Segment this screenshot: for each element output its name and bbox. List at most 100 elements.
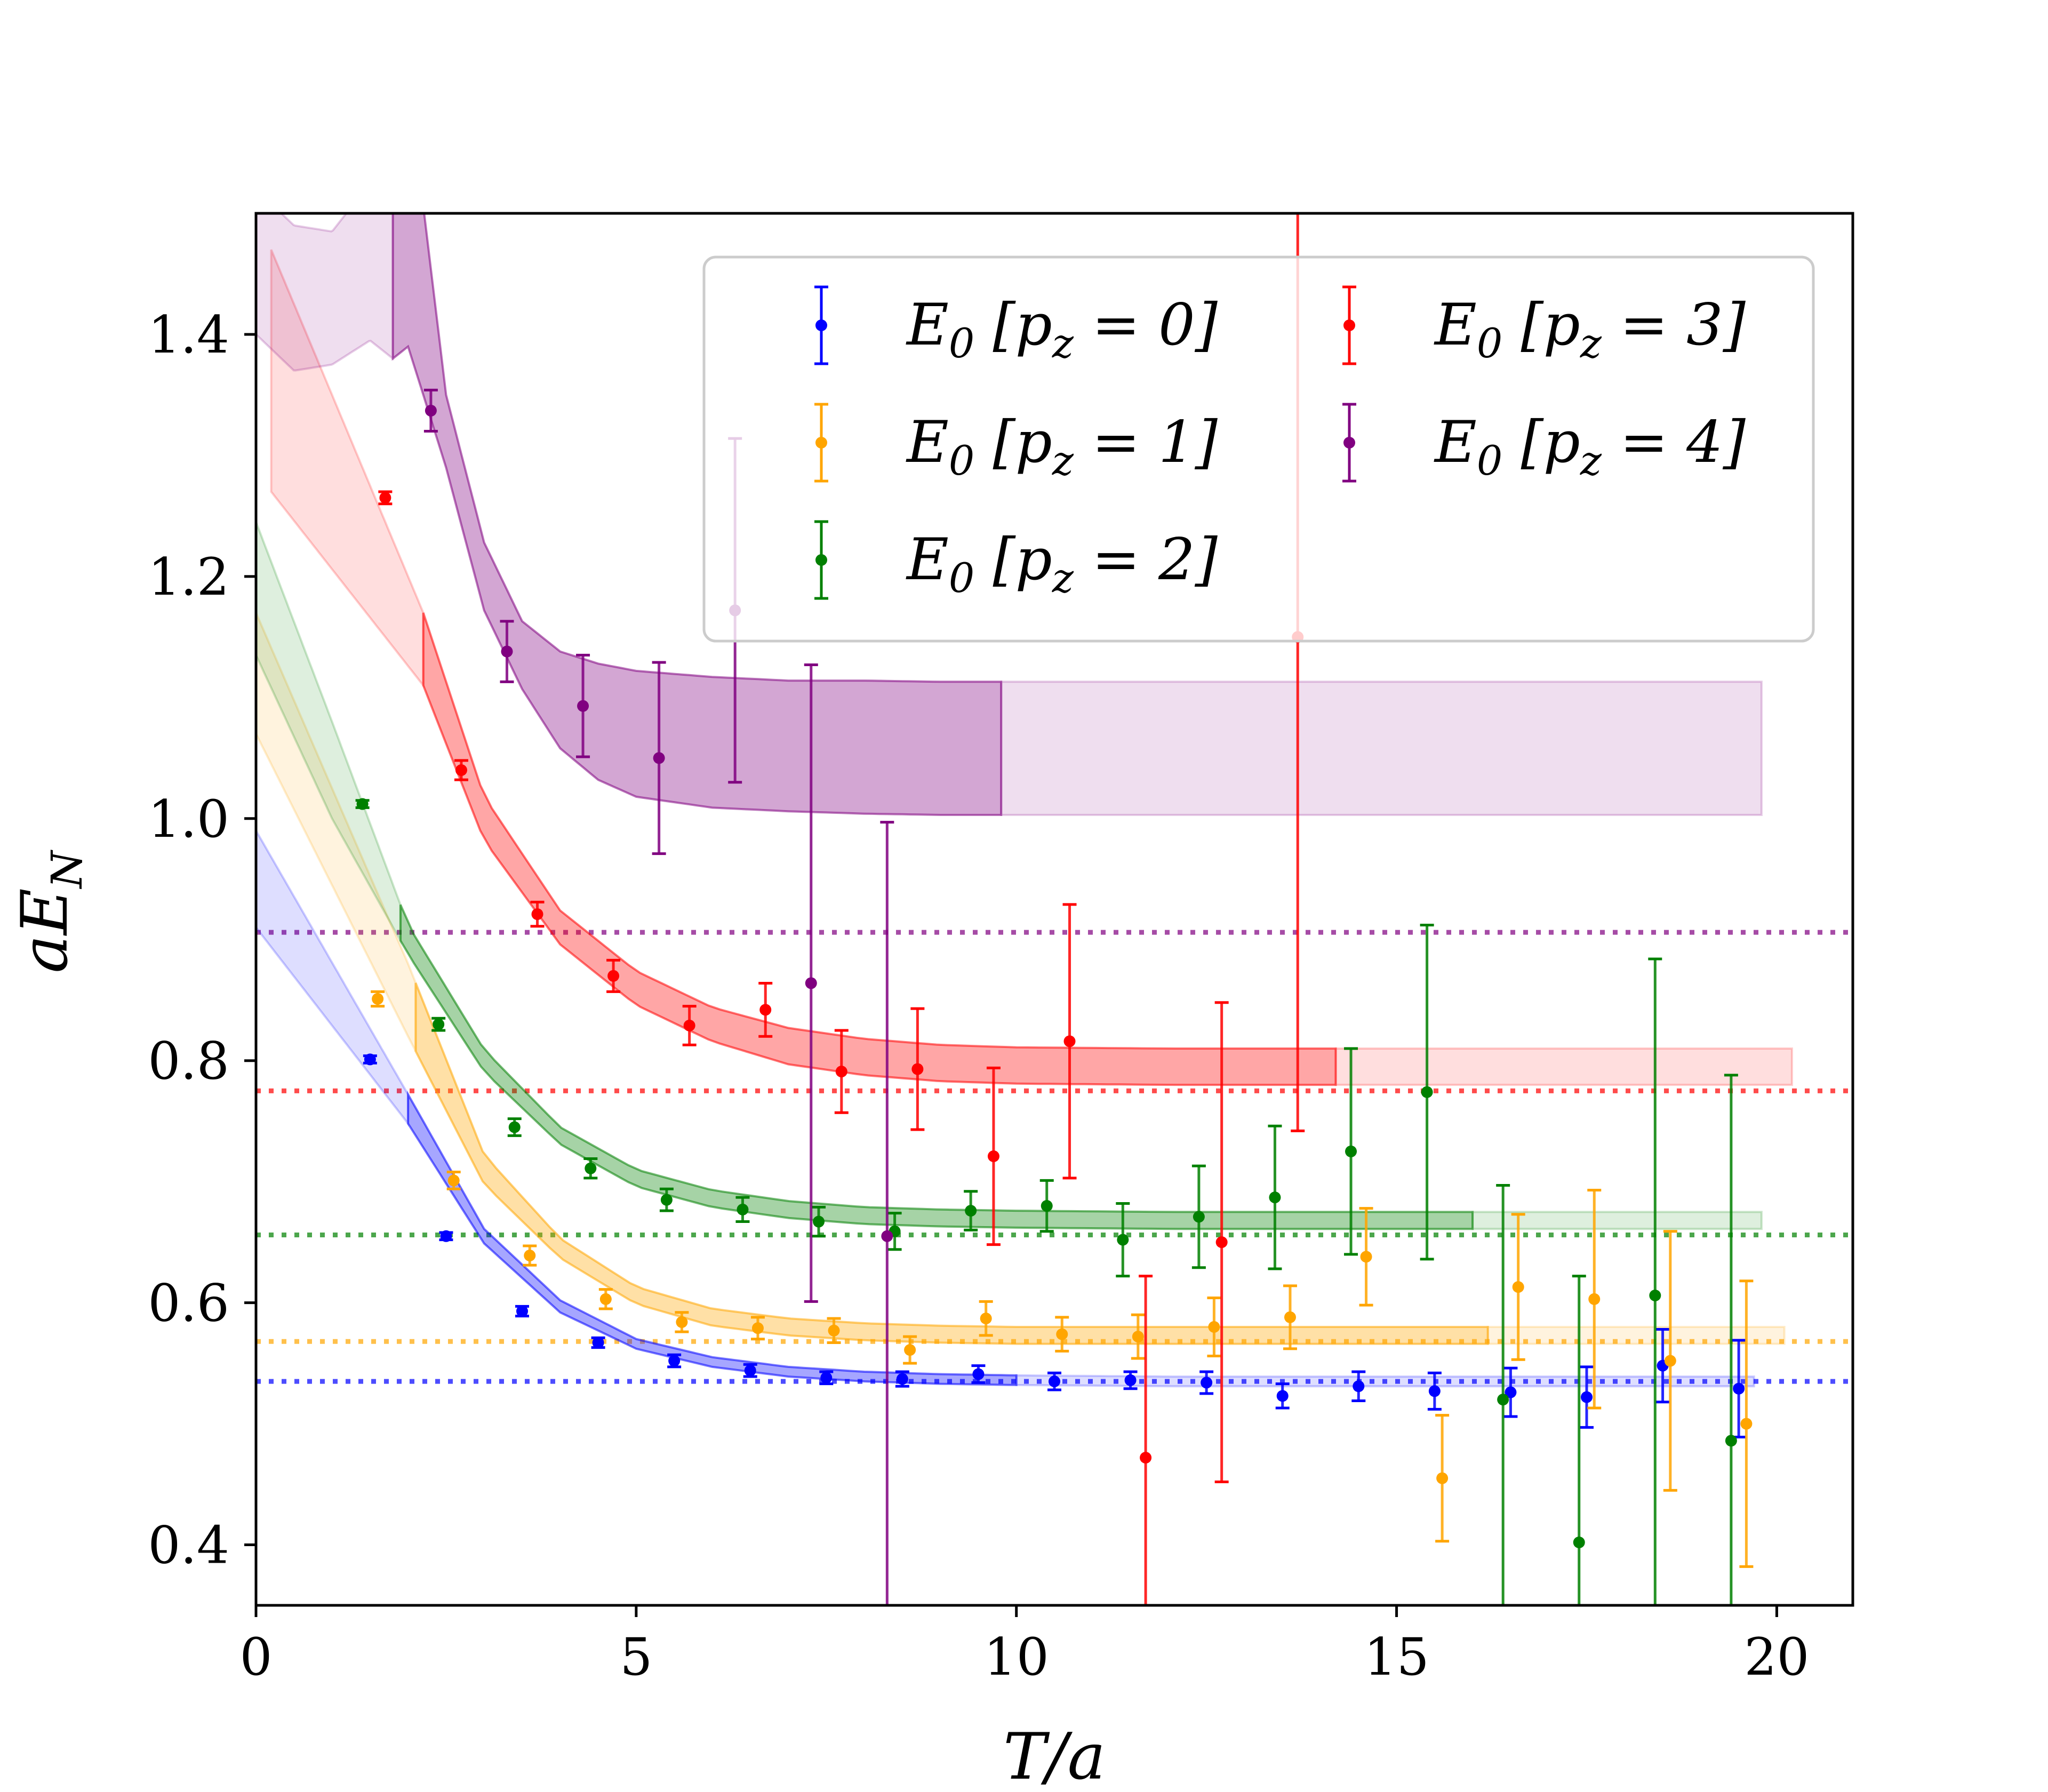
data-point-e0-pz-2 — [659, 1187, 674, 1212]
data-point-e0-pz-1 — [1739, 1279, 1754, 1568]
marker — [1117, 1234, 1129, 1246]
marker — [1276, 1390, 1289, 1402]
data-point-e0-pz-4 — [423, 388, 438, 433]
legend-marker — [815, 554, 827, 566]
data-point-e0-pz-2 — [507, 1117, 522, 1137]
marker — [972, 1368, 985, 1380]
legend-entry-e0-pz-0: E0 [pz = 0] — [814, 285, 1218, 367]
data-point-e0-pz-0 — [743, 1363, 757, 1378]
data-point-e0-pz-2 — [1648, 957, 1662, 1605]
marker — [1581, 1391, 1593, 1403]
marker — [660, 1194, 673, 1206]
legend-marker — [1343, 319, 1355, 331]
marker — [1140, 1452, 1152, 1464]
data-point-e0-pz-1 — [827, 1317, 841, 1345]
data-point-e0-pz-0 — [667, 1353, 682, 1369]
legend-label: E0 [pz = 2] — [906, 526, 1218, 602]
data-point-e0-pz-1 — [1207, 1297, 1221, 1357]
marker — [904, 1344, 916, 1356]
fit-band-right-e0-pz-2 — [1471, 1211, 1763, 1230]
marker — [607, 970, 620, 982]
marker — [1725, 1435, 1737, 1447]
marker — [1269, 1191, 1281, 1204]
marker — [1649, 1289, 1661, 1301]
data-point-e0-pz-0 — [819, 1370, 834, 1386]
plot-area — [256, 213, 1853, 1605]
legend-frame — [702, 255, 1815, 643]
x-tick-label: 10 — [984, 1627, 1049, 1687]
data-point-e0-pz-1 — [598, 1288, 613, 1310]
data-point-e0-pz-4 — [804, 663, 818, 1303]
data-point-e0-pz-0 — [439, 1230, 453, 1242]
fit-band-e0-pz-4 — [391, 213, 1003, 816]
x-tick-label: 20 — [1744, 1627, 1809, 1687]
marker — [813, 1215, 825, 1228]
marker — [379, 492, 391, 504]
x-axis-title: T/a — [1003, 1720, 1106, 1792]
legend-marker — [815, 319, 827, 331]
data-point-e0-pz-0 — [1351, 1370, 1366, 1402]
data-point-e0-pz-1 — [903, 1335, 917, 1365]
marker — [1208, 1321, 1220, 1333]
data-point-e0-pz-0 — [1199, 1370, 1214, 1395]
marker — [356, 798, 369, 810]
data-point-e0-pz-3 — [378, 490, 393, 506]
data-point-e0-pz-1 — [675, 1311, 689, 1333]
marker — [1436, 1472, 1449, 1484]
marker — [1124, 1374, 1137, 1386]
marker — [508, 1121, 521, 1133]
data-point-e0-pz-2 — [735, 1196, 750, 1223]
data-point-e0-pz-0 — [971, 1364, 986, 1384]
legend-label: E0 [pz = 1] — [906, 409, 1218, 484]
y-axis-title-main: aE — [8, 888, 82, 973]
data-point-e0-pz-2 — [355, 798, 370, 810]
marker — [433, 1018, 445, 1030]
data-point-e0-pz-2 — [1572, 1275, 1586, 1605]
data-point-e0-pz-3 — [454, 759, 468, 781]
data-point-e0-pz-0 — [1123, 1370, 1138, 1390]
marker — [592, 1337, 604, 1349]
marker — [1193, 1211, 1205, 1223]
data-point-e0-pz-2 — [964, 1190, 978, 1231]
marker — [1215, 1236, 1228, 1249]
fit-band-right-e0-pz-3 — [1334, 1047, 1793, 1086]
y-tick-label: 1.2 — [148, 547, 229, 607]
marker — [516, 1305, 528, 1317]
fit-band-e0-pz-3 — [422, 612, 1337, 1086]
data-point-e0-pz-1 — [1587, 1189, 1602, 1410]
data-point-e0-pz-0 — [1580, 1365, 1594, 1429]
marker — [440, 1230, 452, 1242]
data-point-e0-pz-2 — [1496, 1183, 1510, 1605]
data-point-e0-pz-1 — [1283, 1284, 1297, 1350]
marker — [896, 1373, 908, 1385]
data-point-e0-pz-3 — [986, 1066, 1001, 1246]
legend-label: E0 [pz = 4] — [1434, 409, 1746, 484]
fit-band-e0-pz-2 — [399, 904, 1474, 1230]
data-point-e0-pz-3 — [758, 981, 773, 1038]
y-tick-label: 1.4 — [148, 305, 229, 365]
data-point-e0-pz-1 — [979, 1300, 993, 1337]
marker — [1132, 1331, 1144, 1343]
data-point-e0-pz-1 — [1131, 1313, 1145, 1360]
marker — [1284, 1311, 1296, 1323]
data-point-e0-pz-0 — [591, 1336, 605, 1349]
fit-bands — [256, 213, 1793, 1388]
marker — [1664, 1355, 1676, 1367]
legend-entry-e0-pz-1: E0 [pz = 1] — [814, 403, 1218, 484]
data-point-e0-pz-2 — [1724, 1074, 1738, 1605]
marker — [447, 1174, 460, 1187]
data-point-e0-pz-1 — [523, 1244, 537, 1267]
data-point-e0-pz-3 — [530, 900, 545, 928]
marker — [668, 1355, 681, 1367]
data-point-e0-pz-2 — [1116, 1202, 1130, 1278]
data-point-e0-pz-3 — [910, 1007, 925, 1131]
marker — [835, 1066, 847, 1078]
marker — [1573, 1536, 1585, 1548]
data-point-e0-pz-3 — [1062, 903, 1077, 1180]
marker — [577, 700, 589, 712]
marker — [820, 1372, 833, 1384]
data-point-e0-pz-2 — [812, 1205, 826, 1238]
marker — [1505, 1386, 1517, 1398]
data-point-e0-pz-1 — [1435, 1414, 1450, 1543]
